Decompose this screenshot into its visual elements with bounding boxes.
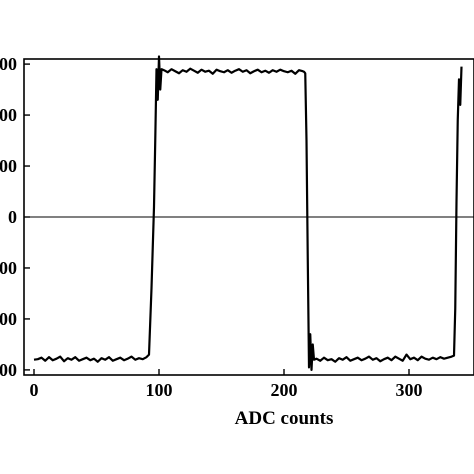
x-axis-title: ADC counts	[235, 408, 334, 429]
x-tick-label-300: 300	[396, 380, 423, 400]
y-tick-label-2000: 000	[0, 105, 17, 125]
y-tick-label--2000: 000	[0, 309, 17, 329]
y-tick-label-1000: 000	[0, 156, 17, 176]
y-tick-label-3000: 000	[0, 54, 17, 74]
x-tick-label-0: 0	[30, 380, 39, 400]
y-tick-label-0: 0	[8, 207, 17, 227]
x-tick-label-200: 200	[271, 380, 298, 400]
y-tick-label--3000: 000	[0, 360, 17, 380]
x-tick-label-100: 100	[146, 380, 173, 400]
y-tick-label--1000: 000	[0, 258, 17, 278]
series-line-0	[33, 55, 463, 371]
